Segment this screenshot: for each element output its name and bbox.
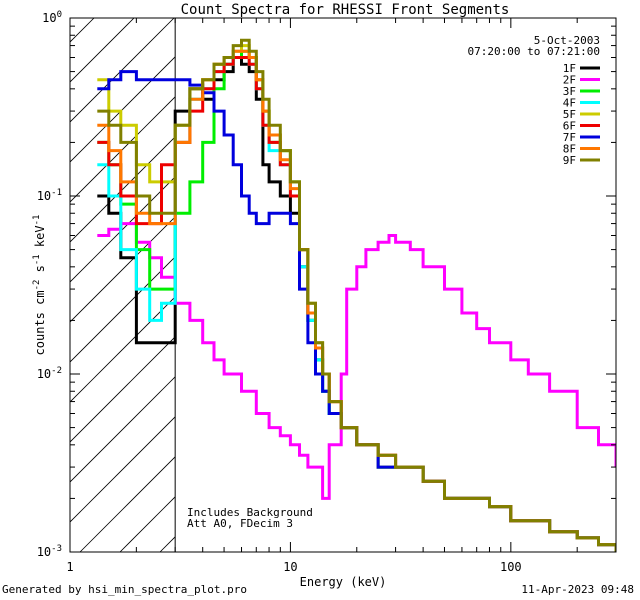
- hatch-line: [280, 0, 640, 552]
- legend-label-1F: 1F: [563, 62, 576, 75]
- date-label: 5-Oct-2003: [534, 34, 600, 47]
- legend-label-5F: 5F: [563, 108, 576, 121]
- hatch-line: [0, 0, 120, 552]
- annotation-attenuator: Att A0, FDecim 3: [187, 517, 293, 530]
- hatch-line: [70, 176, 176, 283]
- chart-title: Count Spectra for RHESSI Front Segments: [181, 2, 510, 18]
- y-tick-label: 10-3: [37, 544, 62, 559]
- hatch-line: [70, 256, 176, 363]
- shaded-region: [0, 0, 640, 552]
- y-tick-label: 10-1: [37, 188, 62, 203]
- y-tick-label: 100: [42, 10, 62, 25]
- hatch-line: [70, 296, 176, 403]
- legend-label-8F: 8F: [563, 143, 576, 156]
- footer-timestamp: 11-Apr-2023 09:48: [521, 583, 634, 596]
- legend-label-9F: 9F: [563, 154, 576, 167]
- series-2F-line: [97, 222, 616, 500]
- annotation-background: Includes Background: [187, 506, 313, 519]
- series-9F-line: [97, 38, 616, 552]
- x-tick-label: 1: [66, 560, 73, 574]
- y-tick-label: 10-2: [37, 366, 62, 381]
- hatch-line: [70, 18, 175, 123]
- hatch-line: [70, 336, 176, 443]
- legend-label-4F: 4F: [563, 97, 576, 110]
- legend-label-2F: 2F: [563, 74, 576, 87]
- legend-label-3F: 3F: [563, 85, 576, 98]
- plot-frame: [69, 17, 617, 553]
- axes: 1 10 100 10-3 10-2 10-1 100: [37, 10, 617, 574]
- legend-label-7F: 7F: [563, 131, 576, 144]
- legend-label-6F: 6F: [563, 120, 576, 133]
- hatch-line: [70, 216, 176, 323]
- hatch-line: [70, 416, 176, 523]
- hatch-line: [70, 376, 176, 483]
- x-axis-label: Energy (keV): [300, 575, 387, 589]
- x-tick-label: 10: [283, 560, 297, 574]
- footer-generated-by: Generated by hsi_min_spectra_plot.pro: [2, 583, 248, 596]
- hatch-line: [70, 136, 176, 243]
- y-axis-label: counts cm-2 s-1 keV-1: [32, 215, 47, 356]
- hatch-line: [70, 18, 135, 83]
- series-group: [97, 38, 616, 552]
- x-tick-label: 100: [500, 560, 522, 574]
- time-range-label: 07:20:00 to 07:21:00: [468, 45, 600, 58]
